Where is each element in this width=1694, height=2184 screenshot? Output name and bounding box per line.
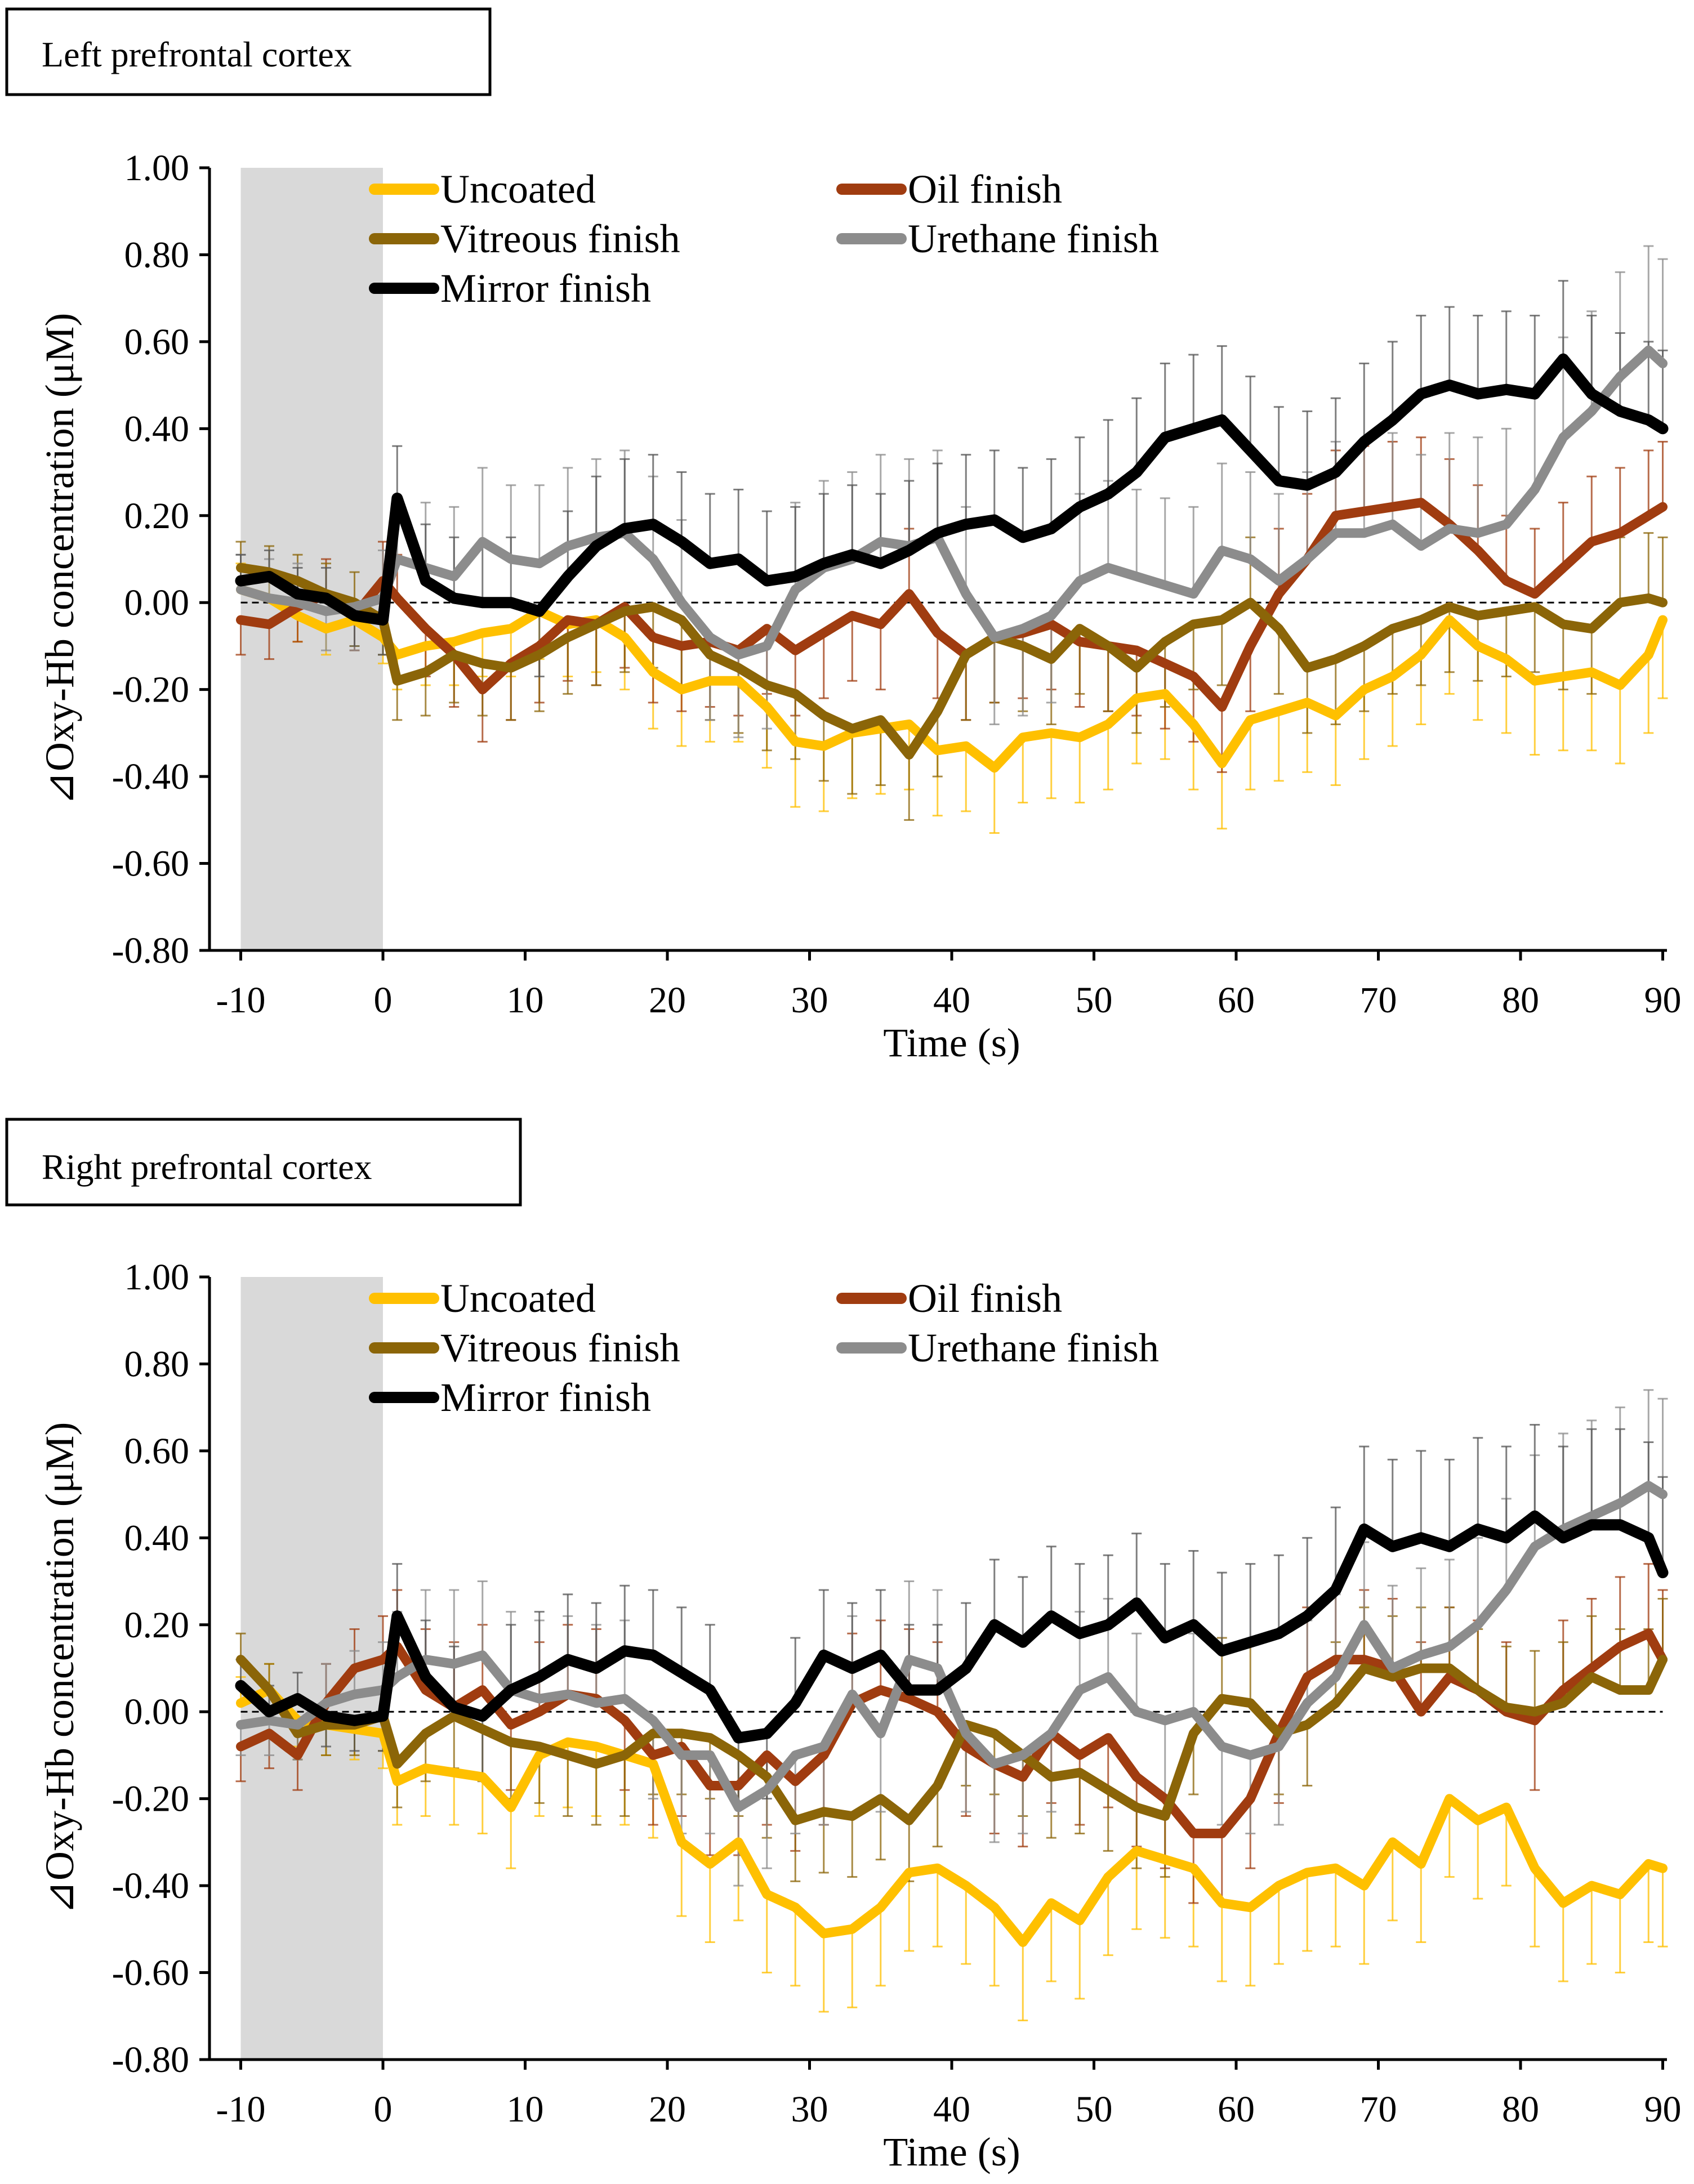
x-tick-label: 10 — [507, 980, 544, 1021]
y-tick-label: -0.20 — [112, 669, 189, 711]
y-tick-label: -0.80 — [112, 930, 189, 971]
x-tick-label: 50 — [1076, 2089, 1113, 2130]
x-tick-label: 0 — [374, 980, 393, 1021]
y-tick-label: 0.20 — [124, 495, 190, 537]
x-tick-label: 90 — [1644, 980, 1682, 1021]
chart-panel-1: Left prefrontal cortex 1.00 0.80 0.60 0.40 0.… — [5, 7, 1682, 1065]
x-tick-label: 60 — [1218, 980, 1255, 1021]
legend-label-urethane-finish: Urethane finish — [908, 1325, 1159, 1370]
x-tick-label: 70 — [1360, 2089, 1397, 2130]
x-tick-label: 50 — [1076, 980, 1113, 1021]
y-tick-label: -0.80 — [112, 2039, 189, 2080]
x-tick-label: 70 — [1360, 980, 1397, 1021]
x-tick-label: 10 — [507, 2089, 544, 2130]
legend: Uncoated Oil finish Vitreous finish Urethan… — [369, 1276, 1159, 1420]
legend-label-oil-finish: Oil finish — [908, 1276, 1062, 1321]
y-tick-label: 0.40 — [124, 408, 190, 449]
x-axis-label: Time (s) — [883, 1020, 1020, 1065]
y-tick-label: 0.60 — [124, 321, 190, 363]
chart-title-box — [5, 1118, 522, 1207]
y-tick-label: 0.80 — [124, 234, 190, 275]
y-tick-label: 1.00 — [124, 148, 190, 189]
y-tick-label: 0.60 — [124, 1431, 190, 1472]
x-tick-label: 90 — [1644, 2089, 1682, 2130]
legend-label-oil-finish: Oil finish — [908, 167, 1062, 212]
x-tick-label: 0 — [374, 2089, 393, 2130]
series-line-uncoated — [236, 584, 1668, 773]
baseline-shaded-region — [240, 168, 383, 950]
x-tick-label: 30 — [791, 2089, 828, 2130]
legend-label-mirror-finish: Mirror finish — [440, 1375, 651, 1420]
legend: Uncoated Oil finish Vitreous finish Urethan… — [369, 167, 1159, 311]
y-tick-label: -0.60 — [112, 843, 189, 885]
y-tick-label: -0.40 — [112, 1865, 189, 1906]
series-line-uncoated — [236, 1685, 1668, 1947]
series-line-vitreous-finish — [236, 1655, 1668, 1825]
y-axis-label: ⊿Oxy-Hb concentration (μM) — [37, 1422, 82, 1915]
y-tick-label: 0.00 — [124, 582, 190, 623]
chart-panel-2: Right prefrontal cortex 1.00 0.80 0.60 0.40 0… — [5, 1118, 1682, 2174]
series-line-urethane-finish — [236, 345, 1668, 660]
x-tick-label: 40 — [933, 980, 970, 1021]
x-tick-label: 30 — [791, 980, 828, 1021]
x-tick-label: -10 — [216, 980, 266, 1021]
chart-title: Left prefrontal cortex — [42, 34, 352, 74]
y-tick-label: 0.80 — [124, 1343, 190, 1384]
legend-label-vitreous-finish: Vitreous finish — [440, 216, 680, 261]
series-line-vitreous-finish — [236, 562, 1668, 760]
legend-label-mirror-finish: Mirror finish — [440, 266, 651, 311]
x-tick-label: 60 — [1218, 2089, 1255, 2130]
y-axis-label: ⊿Oxy-Hb concentration (μM) — [37, 313, 82, 806]
series-line-urethane-finish — [236, 1481, 1668, 1812]
y-tick-label: 1.00 — [124, 1257, 190, 1298]
x-tick-label: 80 — [1502, 980, 1539, 1021]
y-tick-label: 0.40 — [124, 1517, 190, 1558]
x-tick-label: -10 — [216, 2089, 266, 2130]
x-tick-label: 20 — [649, 980, 686, 1021]
y-tick-label: 0.00 — [124, 1691, 190, 1732]
y-tick-label: 0.20 — [124, 1605, 190, 1646]
chart-title-box — [5, 7, 492, 96]
series-line-mirror-finish — [235, 1510, 1669, 1744]
x-tick-label: 80 — [1502, 2089, 1539, 2130]
x-tick-label: 20 — [649, 2089, 686, 2130]
legend-label-urethane-finish: Urethane finish — [908, 216, 1159, 261]
legend-label-uncoated: Uncoated — [440, 167, 596, 212]
y-tick-label: -0.60 — [112, 1953, 189, 1994]
y-tick-label: -0.40 — [112, 756, 189, 797]
series-line-oil-finish — [236, 1628, 1668, 1838]
series-line-mirror-finish — [235, 353, 1669, 626]
chart-title: Right prefrontal cortex — [42, 1147, 372, 1187]
y-tick-label: -0.20 — [112, 1779, 189, 1820]
legend-label-vitreous-finish: Vitreous finish — [440, 1325, 680, 1370]
series-line-oil-finish — [236, 498, 1668, 712]
x-axis-label: Time (s) — [883, 2129, 1020, 2174]
legend-label-uncoated: Uncoated — [440, 1276, 596, 1321]
x-tick-label: 40 — [933, 2089, 970, 2130]
error-bars — [235, 245, 1668, 834]
